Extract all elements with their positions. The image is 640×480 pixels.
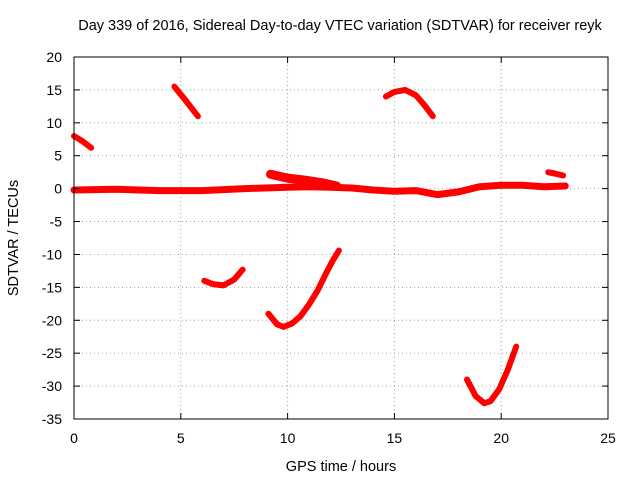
x-tick-label: 15 [387, 430, 403, 446]
y-tick-label: -5 [50, 214, 63, 230]
series-arc-19h [464, 343, 520, 407]
series-arc-early [71, 133, 95, 151]
y-tick-label: 0 [54, 181, 62, 197]
x-axis-label: GPS time / hours [286, 459, 396, 475]
y-tick-label: -10 [42, 246, 62, 262]
series-arc-15h [382, 86, 436, 120]
x-tick-label: 20 [493, 430, 509, 446]
x-tick-label: 25 [600, 430, 616, 446]
y-tick-label: -30 [42, 378, 62, 394]
x-tick-labels: 0 5 10 15 20 25 [70, 430, 616, 446]
axis-ticks [73, 56, 609, 420]
y-tick-label: 20 [46, 49, 62, 65]
series-arc-5h [171, 83, 201, 120]
x-tick-label: 10 [280, 430, 296, 446]
series-arc-22h [545, 169, 567, 179]
series-baseline [70, 181, 569, 199]
series-hump [266, 169, 342, 191]
series-arc-10h [265, 247, 342, 330]
chart-title: Day 339 of 2016, Sidereal Day-to-day VTE… [78, 18, 602, 34]
plot-frame [73, 56, 609, 420]
series-arc-7h [201, 266, 246, 289]
y-axis-label: SDTVAR / TECUs [6, 180, 22, 296]
x-tick-label: 5 [177, 430, 185, 446]
y-tick-label: -20 [42, 312, 62, 328]
x-tick-label: 0 [70, 430, 78, 446]
y-tick-label: 5 [54, 148, 62, 164]
y-tick-label: -15 [42, 279, 62, 295]
y-tick-label: -35 [42, 411, 62, 427]
data-series-group [70, 83, 569, 407]
y-tick-labels: 20 15 10 5 0 -5 -10 -15 -20 -25 -30 -35 [42, 49, 62, 427]
y-tick-label: -25 [42, 345, 62, 361]
y-tick-label: 15 [46, 82, 62, 98]
y-tick-label: 10 [46, 115, 62, 131]
